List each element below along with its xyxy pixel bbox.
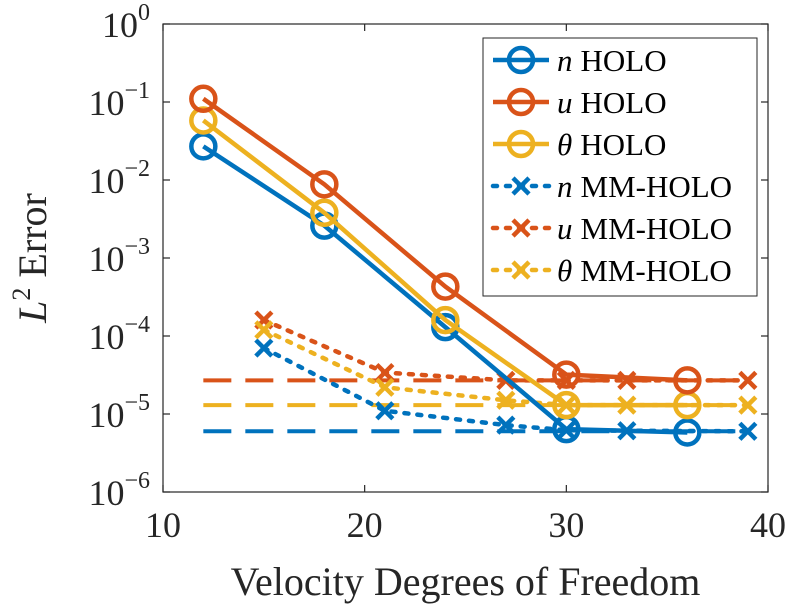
y-tick-label: 10−6	[88, 468, 150, 513]
x-axis-label: Velocity Degrees of Freedom	[231, 559, 701, 604]
legend-text: MM-HOLO	[581, 169, 733, 204]
legend-item: u HOLO	[493, 85, 667, 120]
legend-text: HOLO	[581, 85, 667, 120]
data-point-circle	[506, 45, 536, 75]
series-1	[189, 84, 702, 395]
data-point-x	[375, 362, 395, 383]
x-tick-label: 20	[347, 505, 383, 545]
x-tick-label: 30	[548, 505, 584, 545]
data-point-x	[496, 390, 516, 410]
y-axis-label-var: L	[10, 301, 55, 324]
legend-label: θ MM-HOLO	[557, 253, 732, 288]
y-tick-label-exponent: −6	[124, 468, 150, 494]
legend-item: u MM-HOLO	[490, 211, 732, 246]
y-tick-label-base: 10	[88, 83, 124, 123]
legend-text: HOLO	[581, 43, 667, 78]
data-point-circle	[189, 84, 218, 114]
data-point-x	[511, 176, 531, 196]
legend-label: n HOLO	[557, 43, 667, 78]
y-tick-label: 10−1	[88, 78, 150, 123]
y-tick-label: 10−4	[88, 312, 150, 357]
data-point-circle	[431, 272, 460, 301]
y-tick-label: 10−3	[88, 234, 150, 279]
legend-label: u MM-HOLO	[557, 211, 732, 246]
y-tick-label-base: 10	[88, 473, 124, 513]
legend-item: θ MM-HOLO	[490, 253, 732, 288]
y-tick-label-exponent: −5	[124, 390, 150, 416]
legend-text: MM-HOLO	[580, 253, 732, 288]
data-point-circle	[552, 360, 581, 389]
legend-symbol: θ	[557, 127, 572, 162]
y-tick-label-base: 10	[88, 161, 124, 201]
series-2	[189, 106, 702, 420]
legend-box	[482, 37, 758, 297]
y-tick-label: 10−5	[88, 390, 150, 435]
legend-label: θ HOLO	[557, 127, 666, 162]
data-point-x	[375, 377, 395, 397]
legend-symbol: n	[557, 169, 573, 204]
data-point-x	[254, 320, 274, 340]
data-point-x	[738, 395, 758, 415]
y-tick-label-exponent: −1	[124, 78, 150, 104]
data-point-circle	[673, 366, 702, 395]
legend-text: MM-HOLO	[581, 211, 733, 246]
y-tick-label-base: 10	[88, 395, 124, 435]
data-point-x	[496, 415, 516, 435]
series-line	[202, 96, 688, 383]
data-point-x	[511, 218, 531, 238]
series-lines	[189, 84, 758, 447]
y-tick-label-base: 10	[88, 317, 124, 357]
y-tick-label: 10−2	[88, 156, 150, 201]
y-axis-label-rest: Error	[10, 193, 55, 287]
legend-item: n HOLO	[493, 43, 667, 78]
y-tick-label-base: 10	[88, 239, 124, 279]
y-axis-label: L2 Error	[7, 193, 55, 324]
y-tick-label-exponent: 0	[138, 0, 150, 26]
data-point-x	[375, 401, 395, 421]
series-line	[261, 345, 751, 434]
y-tick-label-exponent: −2	[124, 156, 150, 182]
data-point-x	[511, 260, 531, 280]
data-point-circle	[506, 87, 536, 117]
data-point-circle	[310, 170, 339, 199]
legend-symbol: u	[557, 85, 573, 120]
legend-item: n MM-HOLO	[490, 169, 732, 204]
legend-item: θ HOLO	[493, 127, 666, 162]
data-point-circle	[310, 198, 339, 228]
data-point-x	[254, 338, 274, 358]
data-point-circle	[189, 106, 218, 135]
legend-text: HOLO	[580, 127, 666, 162]
y-tick-label: 100	[102, 0, 150, 45]
legend-label: u HOLO	[557, 85, 667, 120]
data-point-x	[738, 421, 758, 441]
legend-symbol: θ	[557, 253, 572, 288]
series-line	[202, 144, 688, 435]
data-point-x	[738, 370, 758, 390]
data-point-circle	[552, 390, 581, 420]
y-tick-label-exponent: −4	[124, 312, 150, 338]
legend-symbol: u	[557, 211, 573, 246]
y-tick-label-base: 10	[102, 5, 138, 45]
series-line	[201, 118, 688, 408]
legend-label: n MM-HOLO	[557, 169, 732, 204]
data-point-circle	[506, 129, 536, 159]
x-tick-label: 40	[750, 505, 786, 545]
y-axis-label-sup: 2	[7, 288, 36, 301]
y-tick-label-exponent: −3	[124, 234, 150, 260]
data-point-circle	[431, 305, 460, 335]
legend-symbol: n	[557, 43, 573, 78]
x-tick-label: 10	[145, 505, 181, 545]
data-point-circle	[673, 418, 702, 447]
